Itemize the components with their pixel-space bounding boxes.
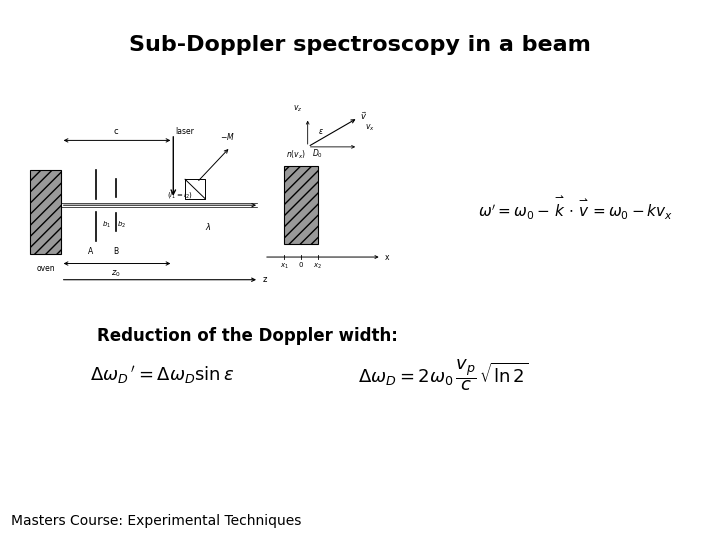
Text: A: A [89,247,94,256]
Text: Reduction of the Doppler width:: Reduction of the Doppler width: [97,327,398,345]
Text: $\vec{v}$: $\vec{v}$ [360,110,366,122]
Text: $x_2$: $x_2$ [313,262,323,271]
Text: Sub-Doppler spectroscopy in a beam: Sub-Doppler spectroscopy in a beam [129,35,591,55]
Text: $v_z$: $v_z$ [293,104,302,114]
Text: $v_x$: $v_x$ [365,122,374,133]
Text: $\Delta\omega_{D}\,' = \Delta\omega_{D}\sin\varepsilon$: $\Delta\omega_{D}\,' = \Delta\omega_{D}\… [90,364,234,386]
Bar [284,166,318,244]
Text: $x_1$: $x_1$ [279,262,289,271]
Text: $b_2$: $b_2$ [117,220,126,230]
Text: $(l_1 = l_2)$: $(l_1 = l_2)$ [166,190,192,200]
Text: x: x [385,253,390,261]
Text: $-M$: $-M$ [220,131,235,142]
Text: $z_0$: $z_0$ [112,268,121,279]
Text: $\varepsilon$: $\varepsilon$ [318,126,323,136]
Text: $\Delta\omega_{D} = 2\omega_{0}\,\dfrac{v_{p}}{c}\,\sqrt{\ln 2}$: $\Delta\omega_{D} = 2\omega_{0}\,\dfrac{… [358,357,528,393]
Text: $n(v_x)$: $n(v_x)$ [286,149,306,161]
Text: $D_0$: $D_0$ [312,147,323,160]
Text: B: B [114,247,119,256]
Text: oven: oven [36,264,55,273]
Text: $b_1$: $b_1$ [102,220,111,230]
Text: z: z [262,275,266,284]
Text: 0: 0 [299,262,303,268]
Text: Masters Course: Experimental Techniques: Masters Course: Experimental Techniques [11,514,301,528]
Bar [30,170,60,254]
Text: $\lambda$: $\lambda$ [205,221,212,232]
Text: c: c [114,126,119,136]
Text: laser: laser [175,127,194,137]
Text: $\omega' = \omega_0 - \overset{\rightharpoonup}{k}\cdot\overset{\rightharpoonup}: $\omega' = \omega_0 - \overset{\righthar… [479,194,673,222]
